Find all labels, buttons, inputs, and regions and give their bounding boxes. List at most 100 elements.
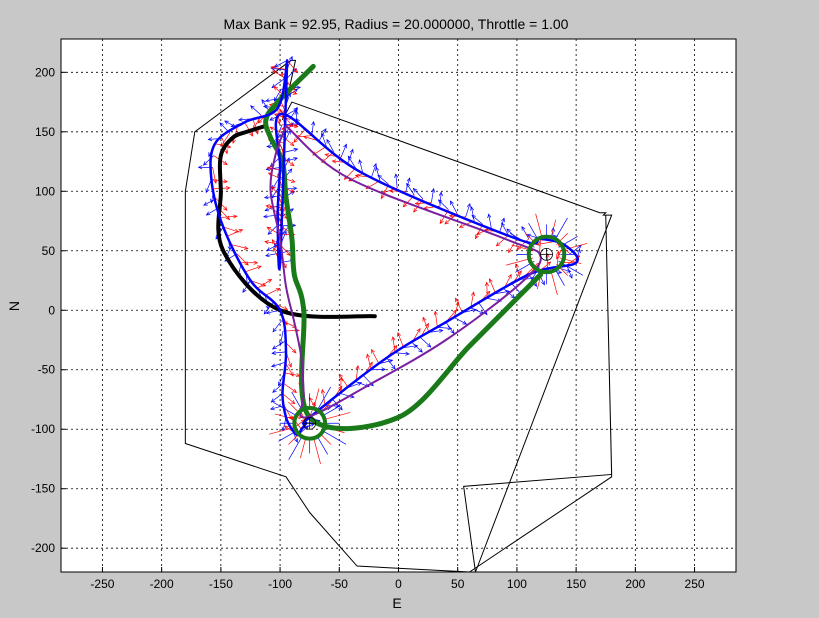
vector-arrow: [286, 68, 297, 80]
vector-arrowhead: [516, 245, 521, 251]
vector-arrow: [214, 143, 231, 148]
vector-arrow: [371, 163, 377, 178]
vector-arrowhead: [284, 425, 289, 430]
vector-arrow: [284, 372, 300, 377]
vector-arrow: [272, 341, 285, 350]
vector-arrow: [475, 224, 484, 239]
vector-arrow: [332, 399, 343, 411]
vector-arrowhead: [433, 310, 438, 316]
x-tick-label: -200: [150, 577, 174, 591]
vector-arrowhead: [266, 144, 271, 149]
vector-arrowhead: [414, 201, 420, 206]
vector-arrowhead: [380, 194, 385, 200]
vector-arrowhead: [292, 388, 298, 393]
vector-arrowhead: [322, 128, 327, 133]
vector-arrow: [386, 357, 396, 370]
y-tick-label: 200: [35, 65, 55, 79]
vector-arrowhead: [289, 141, 295, 147]
vector-arrow: [392, 336, 396, 353]
vector-arrowhead: [243, 245, 249, 250]
vector-arrow: [323, 412, 351, 420]
vector-arrowhead: [416, 328, 421, 333]
vector-arrow: [536, 241, 553, 245]
vector-arrowhead: [391, 365, 396, 370]
vector-arrow: [516, 238, 529, 250]
vector-arrowhead: [514, 263, 519, 269]
x-tick-label: -150: [209, 577, 233, 591]
vector-arrowhead: [293, 156, 298, 161]
vector-arrowhead: [270, 363, 276, 368]
geofence-boundary: [184, 59, 613, 573]
vector-arrowhead: [535, 241, 541, 246]
y-tick-label: -150: [31, 482, 55, 496]
vector-arrowhead: [289, 372, 294, 377]
x-tick-label: 150: [566, 577, 586, 591]
x-tick-label: 250: [685, 577, 705, 591]
vector-arrow: [453, 317, 467, 325]
vector-arrow: [340, 393, 355, 398]
vector-arrowhead: [250, 105, 255, 110]
vector-arrowhead: [320, 132, 325, 138]
vector-arrow: [264, 205, 279, 211]
vector-arrowhead: [266, 226, 272, 231]
vector-arrowhead: [437, 199, 443, 204]
vector-arrowhead: [331, 159, 337, 164]
vector-arrowhead: [232, 214, 238, 219]
vector-arrow: [486, 282, 488, 299]
vector-arrow: [271, 361, 286, 367]
vector-arrowhead: [288, 122, 294, 127]
vector-arrowhead: [220, 142, 225, 148]
x-tick-label: 100: [507, 577, 527, 591]
vector-arrow: [300, 436, 307, 459]
vector-arrow: [311, 121, 314, 136]
vector-arrowhead: [431, 187, 436, 193]
vector-arrow: [286, 60, 298, 73]
vector-arrowhead: [343, 143, 347, 149]
vector-arrowhead: [263, 195, 269, 200]
vector-arrowhead: [487, 213, 492, 219]
vector-arrow: [471, 215, 483, 225]
vector-arrowhead: [458, 223, 464, 228]
vector-arrowhead: [354, 173, 360, 178]
vector-arrow: [271, 393, 283, 403]
vector-arrowhead: [532, 282, 538, 287]
vector-arrow: [271, 66, 287, 70]
ticks: -250 -200 -150 -100 -50 0 50 100 150 200 250 -200 -1…: [31, 65, 705, 591]
vector-arrowhead: [202, 161, 208, 166]
vector-arrowhead: [238, 229, 244, 233]
vector-arrow: [270, 405, 285, 410]
vector-arrow: [274, 60, 288, 68]
vector-arrowhead: [271, 350, 276, 355]
vector-arrowhead: [450, 200, 454, 206]
vector-arrow: [326, 139, 334, 152]
vector-arrow: [288, 435, 303, 460]
vector-arrow: [450, 200, 458, 214]
vector-arrowhead: [275, 288, 281, 292]
vector-arrowhead: [455, 297, 459, 303]
vector-arrow: [359, 159, 364, 174]
vector-arrow: [520, 278, 535, 280]
vector-arrowhead: [278, 381, 282, 387]
vector-arrow: [488, 214, 492, 229]
vector-arrowhead: [271, 239, 276, 244]
vector-arrow: [321, 429, 347, 445]
vector-arrowhead: [439, 219, 444, 225]
vector-arrow: [312, 436, 321, 464]
vector-arrowhead: [412, 187, 418, 193]
vector-arrowhead: [293, 147, 299, 152]
vector-arrowhead: [466, 202, 471, 208]
vector-arrowhead: [368, 361, 373, 367]
vector-arrow: [501, 222, 509, 236]
vector-arrowhead: [273, 96, 278, 102]
vector-arrow: [316, 435, 328, 455]
vector-arrowhead: [219, 122, 224, 127]
vector-arrow: [283, 157, 298, 162]
vector-arrowhead: [391, 336, 396, 341]
vector-arrow: [465, 203, 471, 218]
vector-arrowhead: [224, 120, 229, 125]
vector-arrow: [227, 229, 243, 237]
vector-arrowhead: [265, 253, 270, 258]
x-tick-label: -50: [331, 577, 349, 591]
vector-arrowhead: [242, 288, 247, 293]
